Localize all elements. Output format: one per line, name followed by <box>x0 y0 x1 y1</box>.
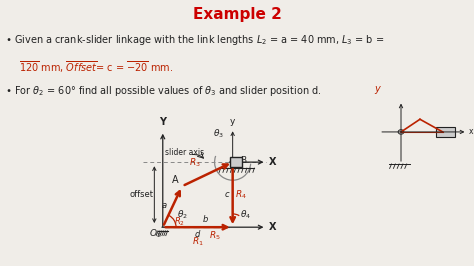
Text: a: a <box>161 201 166 210</box>
Text: $R_2$: $R_2$ <box>173 215 184 228</box>
Text: Example 2: Example 2 <box>192 7 282 22</box>
Text: y: y <box>230 117 236 126</box>
FancyBboxPatch shape <box>436 127 455 137</box>
Text: y: y <box>374 84 380 94</box>
Text: B: B <box>240 156 246 165</box>
Text: X: X <box>269 222 276 232</box>
Text: offset: offset <box>129 190 153 199</box>
Text: x: x <box>468 127 473 136</box>
Text: $R_5$: $R_5$ <box>209 230 220 242</box>
Text: b: b <box>202 215 208 224</box>
Text: Y: Y <box>159 117 166 127</box>
Text: $\theta_4$: $\theta_4$ <box>240 209 251 221</box>
Text: $O_2$: $O_2$ <box>149 228 162 240</box>
Text: slider axis: slider axis <box>165 148 204 157</box>
Text: $\theta_2$: $\theta_2$ <box>177 209 188 221</box>
Text: d: d <box>195 230 201 239</box>
Text: $\overline{120}$ mm, $\overline{Offset}$= c = $\overline{-20}$ mm.: $\overline{120}$ mm, $\overline{Offset}$… <box>19 60 173 75</box>
FancyBboxPatch shape <box>230 157 242 167</box>
Text: $\bullet$ Given a crank-slider linkage with the link lengths $L_2$ = a = 40 mm, : $\bullet$ Given a crank-slider linkage w… <box>5 33 384 47</box>
Text: $R_4$: $R_4$ <box>235 188 247 201</box>
Text: X: X <box>269 157 276 167</box>
Text: $R_1$: $R_1$ <box>192 236 204 248</box>
Text: A: A <box>172 175 178 185</box>
Text: $\bullet$ For $\theta_2$ = 60$\degree$ find all possible values of $\theta_3$ an: $\bullet$ For $\theta_2$ = 60$\degree$ f… <box>5 84 321 98</box>
Text: $\theta_3$: $\theta_3$ <box>213 128 224 140</box>
Text: c: c <box>224 190 229 199</box>
Text: $R_3$: $R_3$ <box>190 157 201 169</box>
